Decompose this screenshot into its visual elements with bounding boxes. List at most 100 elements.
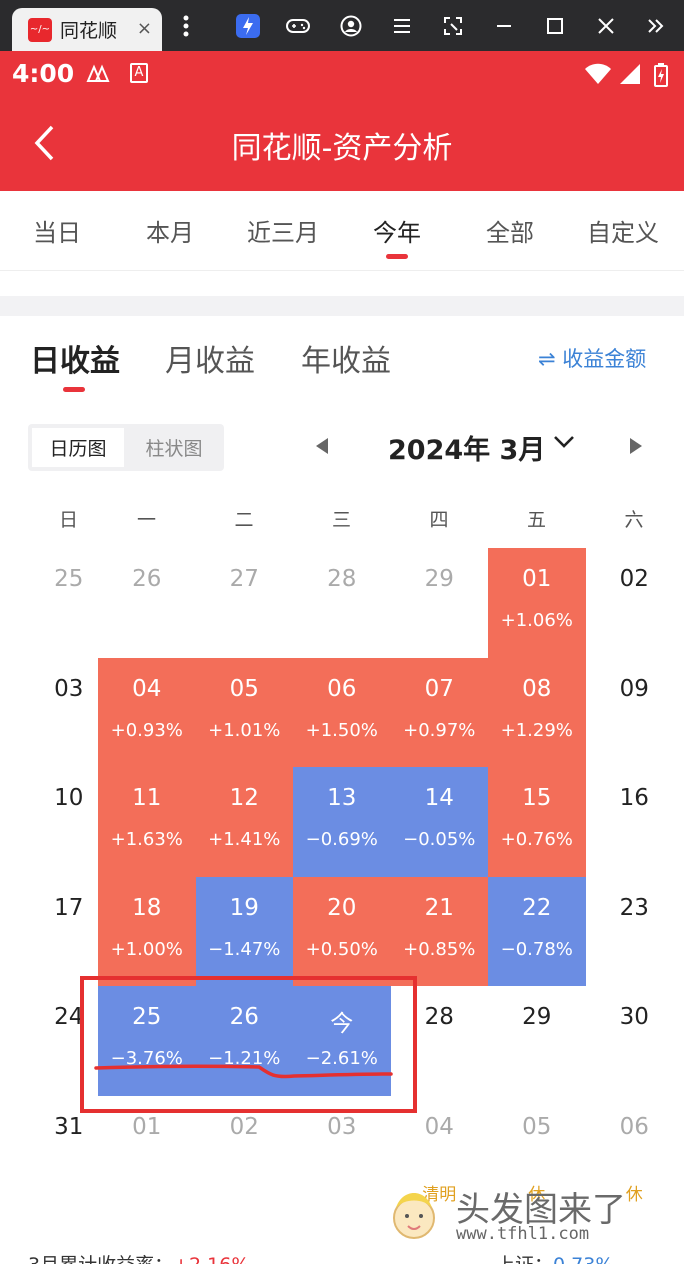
calendar-day-cell[interactable]: 01 +1.06% [488, 548, 586, 658]
calendar-day-cell[interactable]: 22 −0.78% [488, 876, 586, 986]
bolt-icon[interactable] [234, 12, 262, 40]
bar-view-button[interactable]: 柱状图 [145, 438, 203, 460]
calendar-day-cell[interactable]: 04 清明 [391, 1096, 489, 1206]
day-return-pct: +1.29% [500, 719, 573, 741]
day-number: 14 [424, 785, 454, 811]
tab-all[interactable]: 全部 [486, 219, 534, 247]
calendar-day-cell[interactable]: 06 +1.50% [293, 657, 391, 767]
gamepad-icon[interactable] [284, 12, 312, 40]
tab-this-year[interactable]: 今年 [373, 219, 421, 247]
calendar-day-cell[interactable]: 29 [488, 986, 586, 1096]
calendar-day-cell[interactable]: 24 [20, 986, 118, 1096]
calendar-day-cell[interactable]: 09 [586, 658, 684, 768]
day-number: 03 [54, 675, 84, 702]
calendar-day-cell[interactable]: 23 [586, 877, 684, 987]
more-vert-icon[interactable] [172, 12, 200, 40]
calendar-day-cell[interactable]: 18 +1.00% [98, 876, 196, 986]
calendar-day-cell[interactable]: 01 [98, 1096, 196, 1206]
close-window-icon[interactable] [592, 12, 620, 40]
menu-icon[interactable] [388, 12, 416, 40]
day-number: 12 [229, 785, 259, 811]
calendar-day-cell[interactable]: 04 +0.93% [98, 657, 196, 767]
day-number: 31 [54, 1113, 84, 1140]
account-icon[interactable] [337, 12, 365, 40]
expand-icon[interactable] [642, 12, 670, 40]
day-number: 06 [327, 675, 357, 702]
calendar-day-cell[interactable]: 29 [391, 548, 489, 658]
calendar-day-cell[interactable]: 30 [586, 986, 684, 1096]
calendar-day-cell[interactable]: 02 [586, 548, 684, 658]
calendar-day-cell[interactable]: 28 [293, 548, 391, 658]
tab-yearly-income[interactable]: 年收益 [301, 344, 391, 379]
screenshot-icon[interactable] [439, 12, 467, 40]
calendar-day-cell[interactable]: 03 [20, 658, 118, 768]
calendar-day-cell[interactable]: 26 [98, 548, 196, 658]
tab-daily-income[interactable]: 日收益 [30, 344, 120, 379]
calendar-day-cell[interactable]: 15 +0.76% [488, 767, 586, 877]
weekday-label: 三 [331, 509, 351, 531]
calendar-day-cell[interactable]: 25 [20, 548, 118, 658]
app-header: 4:00 A 同花顺-资产分析 [0, 51, 684, 191]
day-number: 23 [619, 894, 649, 921]
month-label[interactable]: 2024年 3月 [388, 435, 546, 466]
day-return-pct: −0.05% [403, 829, 476, 850]
day-number: 08 [522, 675, 552, 702]
tab-monthly-income[interactable]: 月收益 [165, 344, 255, 379]
calendar-day-cell[interactable]: 07 +0.97% [390, 657, 488, 767]
summary-value: +2.16% [173, 1254, 249, 1264]
calendar-view-button[interactable]: 日历图 [32, 428, 124, 467]
calendar-day-cell[interactable]: 13 −0.69% [293, 767, 391, 877]
day-return-pct: −1.21% [208, 1048, 281, 1069]
calendar-day-cell[interactable]: 19 −1.47% [195, 876, 293, 986]
maximize-icon[interactable] [541, 12, 569, 40]
weekday-label: 日 [58, 509, 78, 531]
chevron-down-icon[interactable] [552, 432, 576, 452]
prev-month-icon[interactable] [316, 438, 328, 454]
calendar-day-cell[interactable]: 08 +1.29% [488, 657, 586, 767]
calendar-day-cell[interactable]: 05 +1.01% [195, 657, 293, 767]
day-number: 11 [132, 785, 162, 811]
calendar-day-cell[interactable]: 21 +0.85% [390, 876, 488, 986]
minimize-icon[interactable] [490, 12, 518, 40]
income-tab-indicator [63, 387, 85, 392]
calendar-day-cell[interactable]: 05 休 [488, 1096, 586, 1206]
calendar-day-cell[interactable]: 10 [20, 767, 118, 877]
tab-this-month[interactable]: 本月 [146, 219, 194, 247]
tab-custom[interactable]: 自定义 [587, 219, 659, 247]
calendar-day-cell[interactable]: 12 +1.41% [195, 767, 293, 877]
tab-title: 同花顺 [60, 20, 118, 42]
day-number: 02 [229, 1113, 259, 1140]
calendar-day-cell[interactable]: 03 [293, 1096, 391, 1206]
day-number: 16 [619, 785, 649, 811]
day-number: 04 [424, 1113, 454, 1140]
calendar-day-cell[interactable]: 06 休 [586, 1096, 684, 1206]
calendar-day-cell[interactable]: 14 −0.05% [390, 767, 488, 877]
calendar-day-cell[interactable]: 31 [20, 1096, 118, 1206]
weekday-label: 五 [526, 509, 546, 531]
day-number: 15 [522, 785, 552, 811]
day-number: 17 [54, 894, 84, 921]
active-tab-indicator [386, 254, 408, 259]
calendar-day-cell[interactable]: 02 [196, 1096, 294, 1206]
section-divider [0, 296, 684, 316]
close-tab-icon[interactable]: × [136, 18, 152, 39]
tab-three-months[interactable]: 近三月 [247, 219, 319, 247]
calendar-day-cell[interactable]: 20 +0.50% [293, 876, 391, 986]
calendar-day-cell[interactable]: 25 −3.76% [98, 986, 196, 1096]
income-amount-toggle[interactable]: ⇌ 收益金额 [538, 347, 647, 371]
day-number: 22 [522, 894, 552, 921]
back-arrow-icon[interactable] [30, 121, 58, 165]
next-month-icon[interactable] [630, 438, 642, 454]
app-tab[interactable]: ~/~ 同花顺 × [12, 8, 162, 51]
holiday-label: 清明 [422, 1184, 457, 1205]
day-number: 05 [229, 675, 259, 702]
day-number: 28 [424, 1004, 454, 1030]
calendar-day-cell[interactable]: 11 +1.63% [98, 767, 196, 877]
calendar-day-cell[interactable]: 28 [391, 986, 489, 1096]
calendar-day-cell[interactable]: 27 [196, 548, 294, 658]
tab-today[interactable]: 当日 [33, 219, 81, 247]
signal-icon [618, 63, 642, 90]
calendar-day-cell[interactable]: 17 [20, 877, 118, 987]
calendar-day-cell[interactable]: 16 [586, 767, 684, 877]
day-return-pct: −0.78% [500, 938, 573, 960]
